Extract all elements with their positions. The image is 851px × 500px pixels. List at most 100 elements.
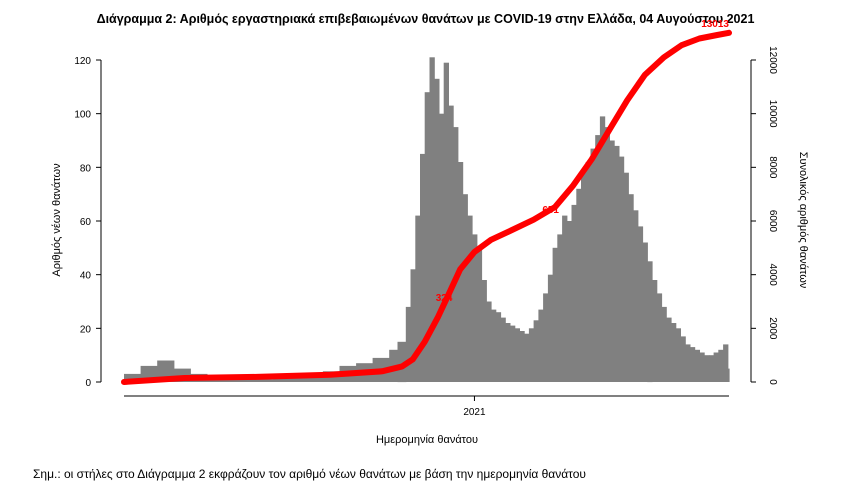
- bar: [727, 368, 730, 382]
- bar: [467, 215, 473, 382]
- bar: [571, 204, 577, 382]
- bar: [415, 215, 421, 382]
- bar: [552, 247, 558, 382]
- x-tick-label: 2021: [463, 407, 486, 418]
- bar: [708, 355, 715, 382]
- bar: [514, 328, 520, 382]
- bar: [633, 210, 639, 382]
- y2-axis-label: Συνολικός αριθμός θανάτων: [797, 152, 809, 289]
- annotation-label: 651: [542, 205, 559, 216]
- y-tick-label: 120: [74, 56, 91, 67]
- bar: [562, 215, 568, 382]
- bar: [538, 309, 544, 382]
- bar: [448, 105, 454, 382]
- y-tick-label: 80: [80, 163, 92, 174]
- bar: [576, 188, 582, 382]
- bar: [240, 379, 258, 382]
- bar: [510, 325, 516, 382]
- x-axis-label: Ημερομηνία θανάτου: [376, 434, 478, 446]
- bar: [410, 269, 416, 382]
- bar: [713, 352, 719, 382]
- bar: [704, 355, 710, 382]
- bar: [405, 306, 412, 382]
- cumulative-line-series: [121, 29, 732, 385]
- bar: [628, 194, 634, 382]
- bar: [528, 328, 535, 382]
- bar: [420, 153, 426, 382]
- bar: [462, 194, 468, 382]
- y-tick-label: 100: [74, 110, 91, 121]
- bar: [397, 341, 407, 383]
- bar: [652, 280, 658, 382]
- bar: [604, 127, 610, 382]
- y-axis-label: Αριθμός νέων θανάτων: [51, 163, 63, 277]
- bar: [694, 349, 700, 382]
- bar: [680, 336, 686, 382]
- bar: [524, 333, 530, 382]
- bar: [699, 352, 705, 382]
- bar: [566, 221, 573, 382]
- bar: [623, 172, 629, 382]
- bar: [543, 293, 549, 382]
- y2-tick-label: 2000: [767, 317, 778, 340]
- bar: [599, 116, 606, 383]
- annotation-label: 324: [436, 293, 453, 304]
- bar: [491, 309, 497, 382]
- bar: [453, 127, 459, 382]
- bar: [434, 78, 440, 383]
- bar: [689, 347, 696, 382]
- bar: [256, 379, 274, 382]
- bar: [557, 234, 563, 382]
- bar: [642, 242, 648, 382]
- bar: [486, 301, 492, 382]
- y2-tick-label: 12000: [767, 46, 778, 74]
- bar: [424, 92, 430, 382]
- bar: [519, 331, 525, 382]
- y-tick-label: 60: [80, 217, 92, 228]
- bar: [505, 323, 511, 382]
- bar: [495, 312, 502, 382]
- y-tick-label: 20: [80, 324, 92, 335]
- bar: [223, 379, 241, 382]
- footnote: Σημ.: οι στήλες στο Διάγραμμα 2 εκφράζου…: [33, 467, 586, 481]
- bar: [671, 323, 677, 382]
- bar: [595, 135, 601, 382]
- bar: [661, 306, 667, 382]
- bar: [429, 57, 435, 383]
- chart-title: Διάγραμμα 2: Αριθμός εργαστηριακά επιβεβ…: [96, 12, 755, 26]
- bar: [647, 261, 653, 383]
- y2-tick-label: 8000: [767, 156, 778, 179]
- annotations: 324 651 13013: [436, 19, 730, 304]
- bar: [533, 320, 539, 382]
- bar: [637, 226, 644, 382]
- y2-tick-label: 6000: [767, 210, 778, 233]
- bar: [618, 156, 625, 382]
- bar: [500, 317, 506, 382]
- bar: [443, 62, 449, 382]
- y2-tick-label: 10000: [767, 100, 778, 128]
- bar: [547, 274, 554, 382]
- y-tick-label: 40: [80, 271, 92, 282]
- bar: [723, 344, 729, 382]
- bar: [472, 234, 478, 382]
- bar-series: [124, 57, 730, 383]
- bar: [614, 145, 620, 382]
- bar: [476, 247, 483, 382]
- axes: 0 20 40 60 80 100 120 0 2000 4000 6000 8000 10000 120…: [74, 46, 778, 418]
- y2-tick-label: 0: [767, 379, 778, 385]
- cumulative-line: [121, 29, 732, 385]
- bar: [438, 113, 445, 382]
- bar: [481, 280, 487, 382]
- bar: [675, 328, 681, 382]
- bar: [124, 373, 142, 382]
- bar: [685, 344, 691, 382]
- bar: [609, 140, 615, 382]
- bar: [666, 317, 672, 382]
- y2-tick-label: 4000: [767, 264, 778, 287]
- bar: [273, 376, 291, 382]
- bar: [656, 293, 663, 382]
- bar: [581, 172, 587, 382]
- bar: [585, 162, 591, 382]
- bar: [289, 376, 307, 382]
- y-tick-label: 0: [85, 378, 91, 389]
